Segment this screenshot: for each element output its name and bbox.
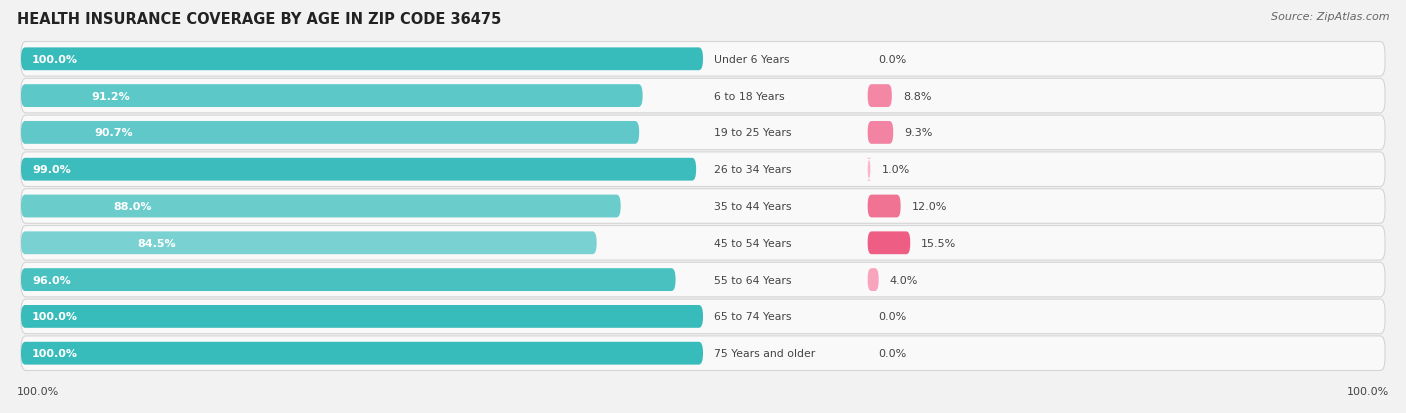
- Text: Source: ZipAtlas.com: Source: ZipAtlas.com: [1271, 12, 1389, 22]
- FancyBboxPatch shape: [21, 116, 1385, 150]
- Text: 55 to 64 Years: 55 to 64 Years: [714, 275, 792, 285]
- FancyBboxPatch shape: [21, 195, 620, 218]
- Text: Under 6 Years: Under 6 Years: [714, 55, 790, 65]
- FancyBboxPatch shape: [21, 226, 1385, 261]
- Text: 88.0%: 88.0%: [112, 202, 152, 211]
- FancyBboxPatch shape: [866, 159, 872, 181]
- Text: 100.0%: 100.0%: [17, 387, 59, 396]
- Text: 100.0%: 100.0%: [32, 348, 77, 358]
- FancyBboxPatch shape: [868, 195, 901, 218]
- Text: 35 to 44 Years: 35 to 44 Years: [714, 202, 792, 211]
- FancyBboxPatch shape: [21, 43, 1385, 77]
- Text: 26 to 34 Years: 26 to 34 Years: [714, 165, 792, 175]
- FancyBboxPatch shape: [21, 268, 675, 291]
- Text: 1.0%: 1.0%: [882, 165, 910, 175]
- Text: 4.0%: 4.0%: [890, 275, 918, 285]
- Text: 45 to 54 Years: 45 to 54 Years: [714, 238, 792, 248]
- Text: 6 to 18 Years: 6 to 18 Years: [714, 91, 785, 101]
- Text: 0.0%: 0.0%: [879, 312, 907, 322]
- Text: 91.2%: 91.2%: [91, 91, 129, 101]
- Text: HEALTH INSURANCE COVERAGE BY AGE IN ZIP CODE 36475: HEALTH INSURANCE COVERAGE BY AGE IN ZIP …: [17, 12, 501, 27]
- Text: 99.0%: 99.0%: [32, 165, 70, 175]
- FancyBboxPatch shape: [21, 336, 1385, 370]
- FancyBboxPatch shape: [21, 79, 1385, 114]
- FancyBboxPatch shape: [21, 85, 643, 108]
- Text: 0.0%: 0.0%: [879, 348, 907, 358]
- Text: 19 to 25 Years: 19 to 25 Years: [714, 128, 792, 138]
- Text: 96.0%: 96.0%: [32, 275, 70, 285]
- FancyBboxPatch shape: [21, 159, 696, 181]
- FancyBboxPatch shape: [21, 122, 640, 145]
- Text: 65 to 74 Years: 65 to 74 Years: [714, 312, 792, 322]
- Text: 90.7%: 90.7%: [94, 128, 134, 138]
- Text: 15.5%: 15.5%: [921, 238, 956, 248]
- FancyBboxPatch shape: [21, 189, 1385, 224]
- FancyBboxPatch shape: [868, 232, 910, 254]
- Text: 8.8%: 8.8%: [903, 91, 931, 101]
- Text: 100.0%: 100.0%: [1347, 387, 1389, 396]
- FancyBboxPatch shape: [21, 342, 703, 365]
- FancyBboxPatch shape: [21, 232, 596, 254]
- FancyBboxPatch shape: [868, 268, 879, 291]
- Text: 84.5%: 84.5%: [136, 238, 176, 248]
- Text: 75 Years and older: 75 Years and older: [714, 348, 815, 358]
- FancyBboxPatch shape: [21, 152, 1385, 187]
- Text: 100.0%: 100.0%: [32, 55, 77, 65]
- Text: 0.0%: 0.0%: [879, 55, 907, 65]
- FancyBboxPatch shape: [21, 48, 703, 71]
- Text: 12.0%: 12.0%: [911, 202, 948, 211]
- Text: 9.3%: 9.3%: [904, 128, 932, 138]
- FancyBboxPatch shape: [868, 85, 891, 108]
- FancyBboxPatch shape: [21, 263, 1385, 297]
- Text: 100.0%: 100.0%: [32, 312, 77, 322]
- FancyBboxPatch shape: [21, 305, 703, 328]
- FancyBboxPatch shape: [21, 299, 1385, 334]
- FancyBboxPatch shape: [868, 122, 893, 145]
